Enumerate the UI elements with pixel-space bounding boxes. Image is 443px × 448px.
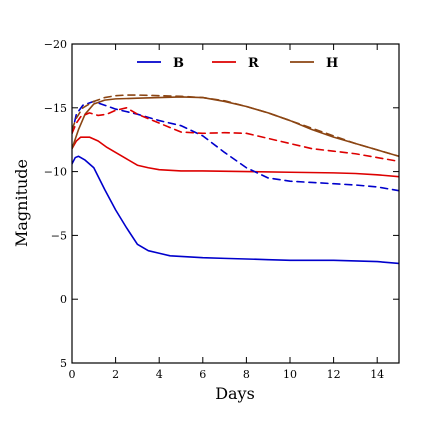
- y-tick-label: −15: [44, 102, 67, 115]
- series-line-b-dashed: [72, 100, 399, 192]
- x-tick-label: 10: [283, 368, 297, 381]
- legend-label-h: H: [326, 56, 338, 71]
- series-line-h: [72, 96, 399, 158]
- plot-frame: [71, 43, 400, 364]
- x-tick-label: 4: [156, 368, 163, 381]
- x-tick-label: 14: [370, 368, 384, 381]
- y-tick-label: 5: [60, 357, 67, 370]
- series-line-r-dashed: [72, 107, 399, 163]
- x-tick-label: 0: [69, 368, 76, 381]
- series-line-r: [72, 136, 399, 178]
- y-tick-label: −10: [44, 166, 67, 179]
- legend-label-b: B: [173, 56, 184, 71]
- series-line-b: [72, 155, 399, 265]
- y-axis-title: Magnitude: [12, 159, 31, 247]
- y-tick-label: −20: [44, 38, 67, 51]
- legend-label-r: R: [248, 56, 259, 71]
- x-tick-label: 8: [243, 368, 250, 381]
- series-line-h-dashed: [72, 94, 399, 158]
- x-tick-label: 6: [199, 368, 206, 381]
- x-axis-title: Days: [215, 384, 255, 403]
- x-tick-label: 12: [327, 368, 341, 381]
- y-tick-label: −5: [51, 229, 67, 242]
- y-tick-label: 0: [60, 293, 67, 306]
- x-tick-label: 2: [112, 368, 119, 381]
